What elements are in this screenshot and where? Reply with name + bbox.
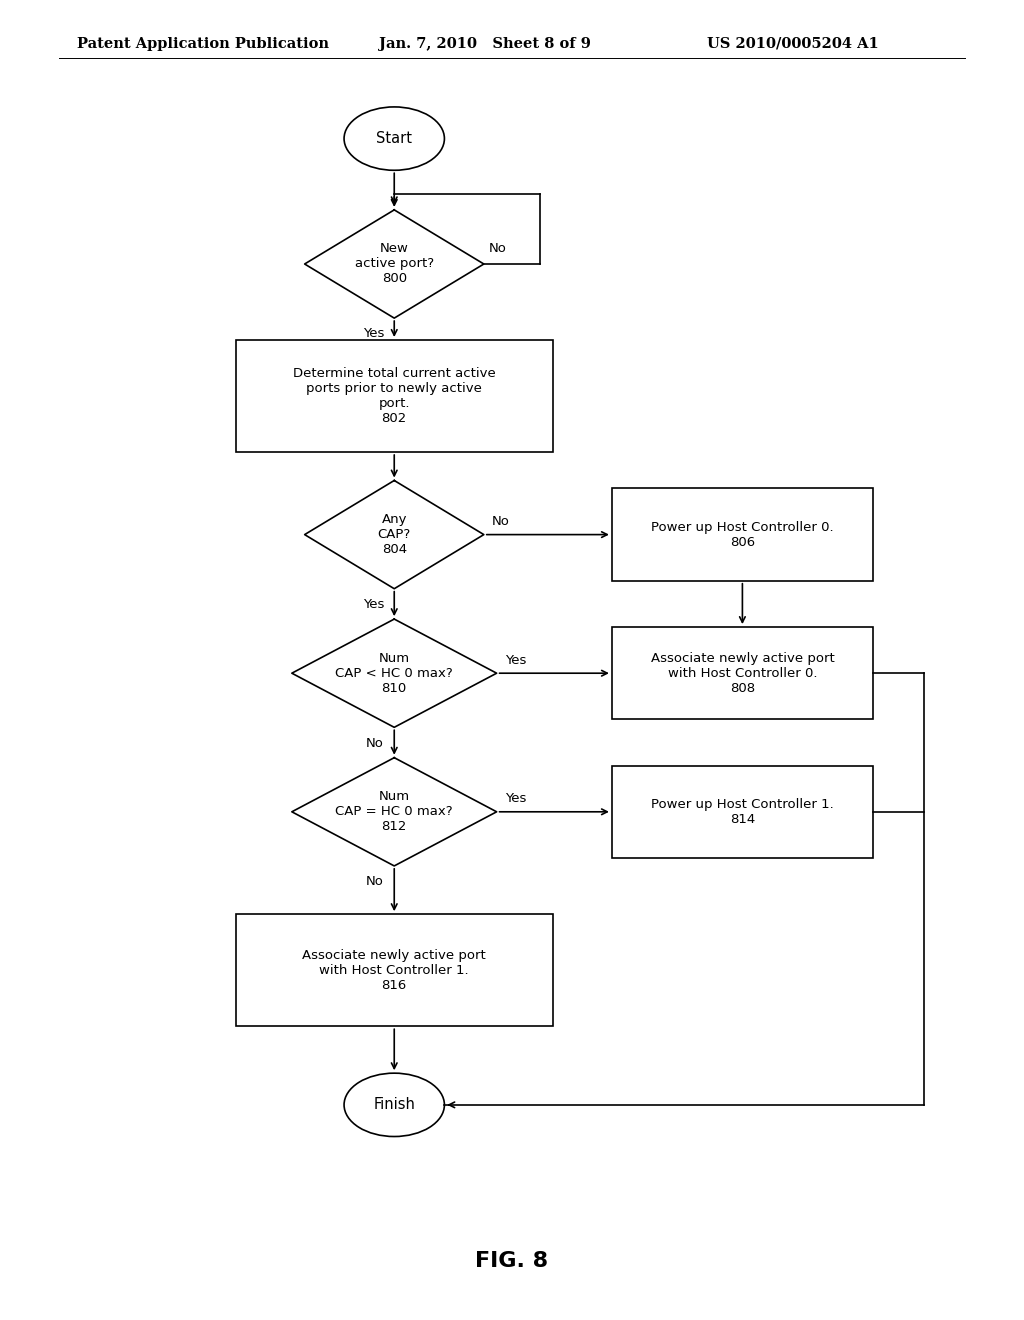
Text: No: No: [367, 737, 384, 750]
Text: Yes: Yes: [362, 598, 384, 611]
Text: No: No: [367, 875, 384, 888]
Text: Yes: Yes: [505, 792, 526, 805]
Text: Patent Application Publication: Patent Application Publication: [77, 37, 329, 50]
Text: Yes: Yes: [362, 327, 384, 341]
Text: No: No: [489, 242, 507, 255]
Text: US 2010/0005204 A1: US 2010/0005204 A1: [707, 37, 879, 50]
Text: Num
CAP = HC 0 max?
812: Num CAP = HC 0 max? 812: [336, 791, 453, 833]
Text: Finish: Finish: [374, 1097, 415, 1113]
Text: Associate newly active port
with Host Controller 0.
808: Associate newly active port with Host Co…: [650, 652, 835, 694]
Bar: [611, 627, 872, 719]
Text: No: No: [493, 515, 510, 528]
Text: Jan. 7, 2010   Sheet 8 of 9: Jan. 7, 2010 Sheet 8 of 9: [379, 37, 591, 50]
Bar: [236, 913, 553, 1027]
Text: FIG. 8: FIG. 8: [475, 1250, 549, 1271]
Bar: [611, 766, 872, 858]
Text: New
active port?
800: New active port? 800: [354, 243, 434, 285]
Text: Yes: Yes: [505, 653, 526, 667]
Text: Power up Host Controller 1.
814: Power up Host Controller 1. 814: [651, 797, 834, 826]
Bar: [236, 341, 553, 451]
Text: Num
CAP < HC 0 max?
810: Num CAP < HC 0 max? 810: [336, 652, 453, 694]
Text: Determine total current active
ports prior to newly active
port.
802: Determine total current active ports pri…: [293, 367, 496, 425]
Bar: [611, 488, 872, 581]
Text: Power up Host Controller 0.
806: Power up Host Controller 0. 806: [651, 520, 834, 549]
Text: Start: Start: [376, 131, 413, 147]
Text: Any
CAP?
804: Any CAP? 804: [378, 513, 411, 556]
Text: Associate newly active port
with Host Controller 1.
816: Associate newly active port with Host Co…: [302, 949, 486, 991]
